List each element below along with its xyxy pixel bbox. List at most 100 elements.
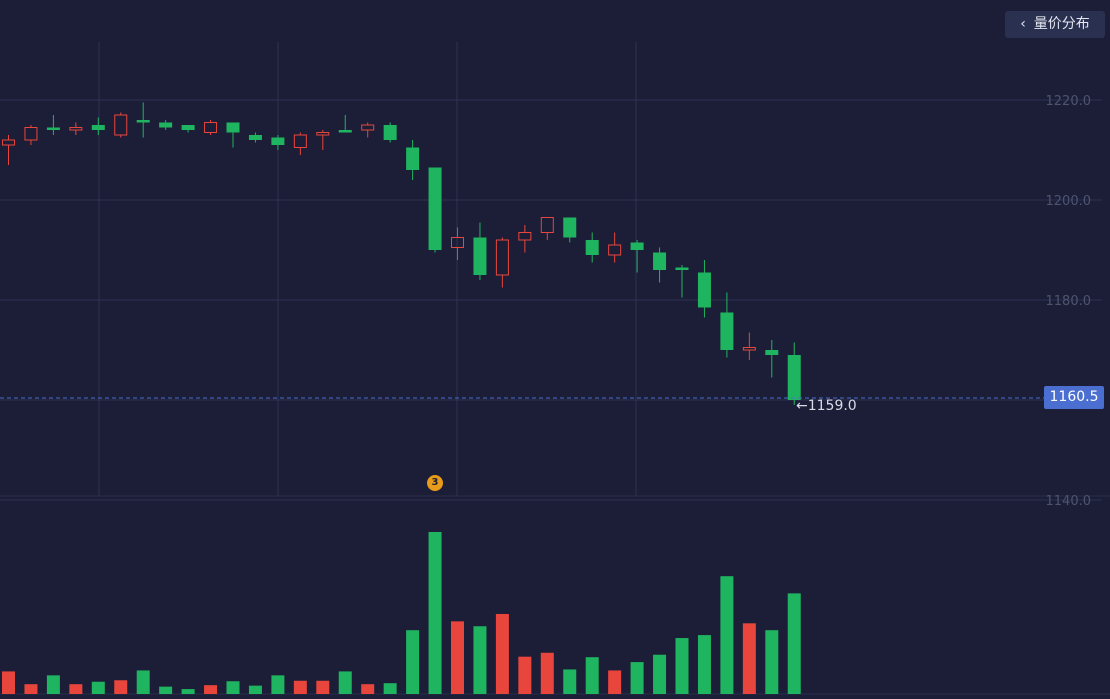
candle (91, 117, 105, 135)
candle-body (787, 355, 801, 400)
volume-bar (473, 626, 487, 694)
candle (2, 135, 15, 165)
candle-body (428, 167, 442, 250)
candle (608, 232, 622, 263)
candle (226, 122, 240, 148)
candle (114, 112, 128, 138)
candle (451, 227, 464, 260)
candle-body (136, 120, 150, 123)
candle (720, 292, 734, 358)
volume-bar (540, 652, 554, 694)
volume-bar (159, 686, 173, 694)
chevron-left-icon: ‹ (1020, 16, 1026, 32)
volume-bar (136, 670, 150, 694)
volume-bar (46, 675, 60, 694)
candle (585, 232, 599, 263)
volume-bar (24, 684, 38, 694)
volume-bar (563, 669, 577, 694)
volume-bar (383, 683, 397, 694)
volume-bar (114, 680, 128, 694)
candle-body (585, 240, 599, 255)
candle (248, 132, 262, 143)
candle (46, 115, 60, 135)
candle-body (518, 232, 532, 241)
candle (406, 140, 420, 180)
candle (271, 135, 285, 150)
volume-bar (787, 593, 801, 694)
candle (136, 102, 150, 138)
candle-body (248, 135, 262, 140)
volume-bar (720, 576, 734, 694)
volume-bar (653, 654, 667, 694)
volume-bar (428, 532, 442, 694)
candle (69, 122, 83, 135)
candle-body (2, 139, 15, 146)
candle (540, 217, 554, 240)
volume-bar (338, 671, 352, 694)
volume-bar (630, 662, 644, 694)
candle-body (406, 147, 420, 170)
candle (518, 225, 532, 253)
candle-body (495, 239, 509, 276)
current-price-tag: 1160.5 (1044, 386, 1104, 409)
volume-bar (69, 684, 83, 694)
volume-bar (181, 689, 195, 694)
candle-body (765, 350, 779, 355)
candle (765, 340, 779, 378)
volume-profile-toggle-label: 量价分布 (1033, 16, 1090, 32)
candle (338, 115, 352, 133)
candle (24, 125, 38, 145)
candle-body (226, 122, 240, 133)
candle (563, 217, 577, 243)
candle (742, 332, 756, 360)
candle-body (293, 134, 307, 148)
candle-body (271, 137, 285, 145)
volume-bar (226, 681, 240, 694)
volume-bar (518, 656, 532, 694)
candle (293, 132, 307, 155)
candle-body (608, 244, 622, 256)
candle (495, 237, 509, 288)
candle-body (114, 114, 128, 136)
grid-lines (0, 42, 1110, 695)
volume-bar (697, 635, 711, 694)
volume-bar (271, 675, 285, 694)
volume-bar (495, 613, 509, 694)
candle (159, 120, 173, 130)
candle-body (383, 125, 397, 140)
candle-body (91, 125, 105, 130)
y-tick-label: 1140.0 (1046, 494, 1092, 509)
event-marker-icon[interactable]: 3 (427, 475, 443, 491)
candle-body (24, 127, 38, 141)
volume-bar (248, 685, 262, 694)
candle-body (653, 252, 667, 270)
volume-bars (2, 532, 801, 694)
candle (473, 222, 487, 280)
candle-body (204, 122, 218, 133)
volume-bar (406, 630, 420, 694)
y-tick-label: 1220.0 (1046, 94, 1092, 109)
candle (675, 265, 689, 298)
candle-body (361, 124, 375, 131)
volume-bar (2, 671, 15, 694)
volume-bar (293, 680, 307, 694)
volume-profile-toggle-button[interactable]: ‹ 量价分布 (1005, 11, 1105, 38)
candle-body (563, 217, 577, 238)
candle-body (630, 242, 644, 250)
candle (630, 240, 644, 273)
candle (787, 342, 801, 405)
y-tick-label: 1200.0 (1046, 194, 1092, 209)
candle-body (540, 217, 554, 233)
candle (428, 167, 442, 253)
candle (361, 122, 375, 138)
volume-bar (361, 684, 375, 694)
candle (204, 120, 218, 135)
candle (653, 247, 667, 283)
volume-bar (742, 623, 756, 694)
candles (2, 102, 801, 405)
volume-bar (451, 621, 464, 694)
candle-body (675, 267, 689, 270)
candle (383, 122, 397, 143)
